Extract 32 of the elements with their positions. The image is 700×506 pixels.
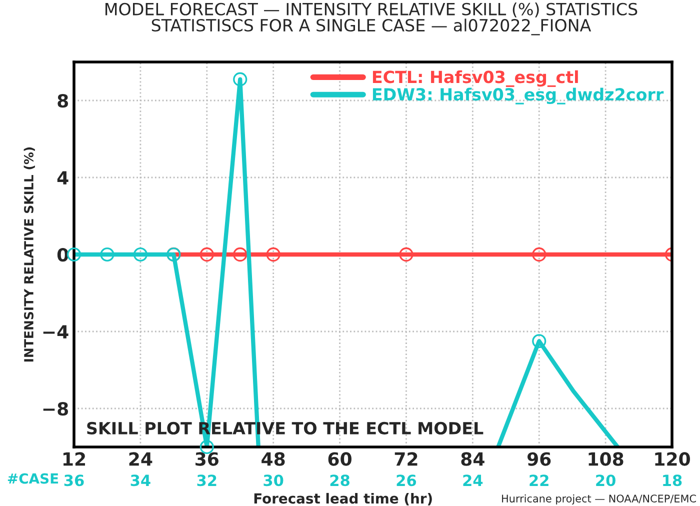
x-tick-label: 12: [63, 452, 85, 466]
x-tick-label: 48: [262, 452, 285, 466]
y-tick-label: 8: [58, 94, 68, 108]
text: #CASE: [8, 473, 58, 484]
text: 28: [330, 474, 350, 486]
text: 26: [396, 474, 416, 486]
text: 24: [463, 474, 483, 486]
x-tick-label: 108: [588, 452, 624, 466]
y-tick-label: 0: [57, 248, 68, 262]
x-tick-label: 120: [655, 452, 690, 466]
text: 18: [663, 474, 682, 486]
x-tick-label: 84: [461, 452, 484, 466]
text: 30: [264, 474, 284, 486]
y-axis-title: INTENSITY RELATIVE SKILL (%): [24, 147, 35, 362]
y-tick-label: 4: [57, 171, 68, 184]
legend-label: EDW3: Hafsv03_esg_dwdz2corr: [372, 88, 664, 104]
text: 22: [530, 474, 548, 486]
x-axis-title: Forecast lead time (hr): [254, 492, 432, 506]
x-tick-label: 60: [328, 452, 352, 466]
y-tick-label: −8: [43, 402, 68, 416]
text: 34: [130, 474, 150, 486]
x-tick-label: 36: [196, 452, 218, 466]
x-tick-label: 24: [129, 452, 152, 466]
y-tick-label: −4: [43, 325, 68, 338]
x-tick-label: 96: [527, 452, 551, 466]
legend-label: ECTL: Hafsv03_esg_ctl: [372, 70, 578, 87]
text: 32: [197, 474, 216, 486]
chart-title: MODEL FORECAST — INTENSITY RELATIVE SKILL (%) STATISTICS STATISTISCS FOR A SINGLE CASE — al072022_FIONA: [106, 2, 638, 36]
text: 36: [64, 474, 84, 486]
x-tick-label: 72: [394, 452, 418, 466]
text: Hurricane project — NOAA/NCEP/EMC: [502, 494, 696, 504]
text: 20: [596, 474, 616, 486]
